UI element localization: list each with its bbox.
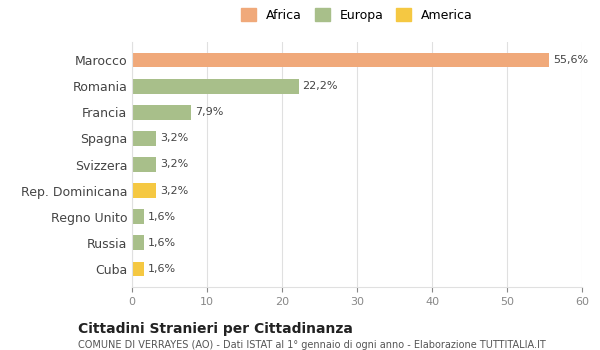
Text: 1,6%: 1,6% — [148, 264, 176, 274]
Legend: Africa, Europa, America: Africa, Europa, America — [238, 4, 476, 25]
Bar — [132, 209, 144, 224]
Text: COMUNE DI VERRAYES (AO) - Dati ISTAT al 1° gennaio di ogni anno - Elaborazione T: COMUNE DI VERRAYES (AO) - Dati ISTAT al … — [78, 340, 546, 350]
Bar — [132, 236, 144, 250]
Text: 3,2%: 3,2% — [160, 160, 188, 169]
Bar — [132, 261, 144, 276]
Text: 7,9%: 7,9% — [195, 107, 223, 117]
Text: 55,6%: 55,6% — [553, 55, 588, 65]
Bar — [132, 105, 191, 120]
Text: 3,2%: 3,2% — [160, 186, 188, 196]
Bar — [132, 53, 549, 68]
Bar — [132, 131, 156, 146]
Bar — [132, 183, 156, 198]
Text: 22,2%: 22,2% — [302, 81, 338, 91]
Text: Cittadini Stranieri per Cittadinanza: Cittadini Stranieri per Cittadinanza — [78, 322, 353, 336]
Text: 1,6%: 1,6% — [148, 212, 176, 222]
Bar — [132, 158, 156, 172]
Bar — [132, 79, 299, 93]
Text: 3,2%: 3,2% — [160, 133, 188, 143]
Text: 1,6%: 1,6% — [148, 238, 176, 248]
